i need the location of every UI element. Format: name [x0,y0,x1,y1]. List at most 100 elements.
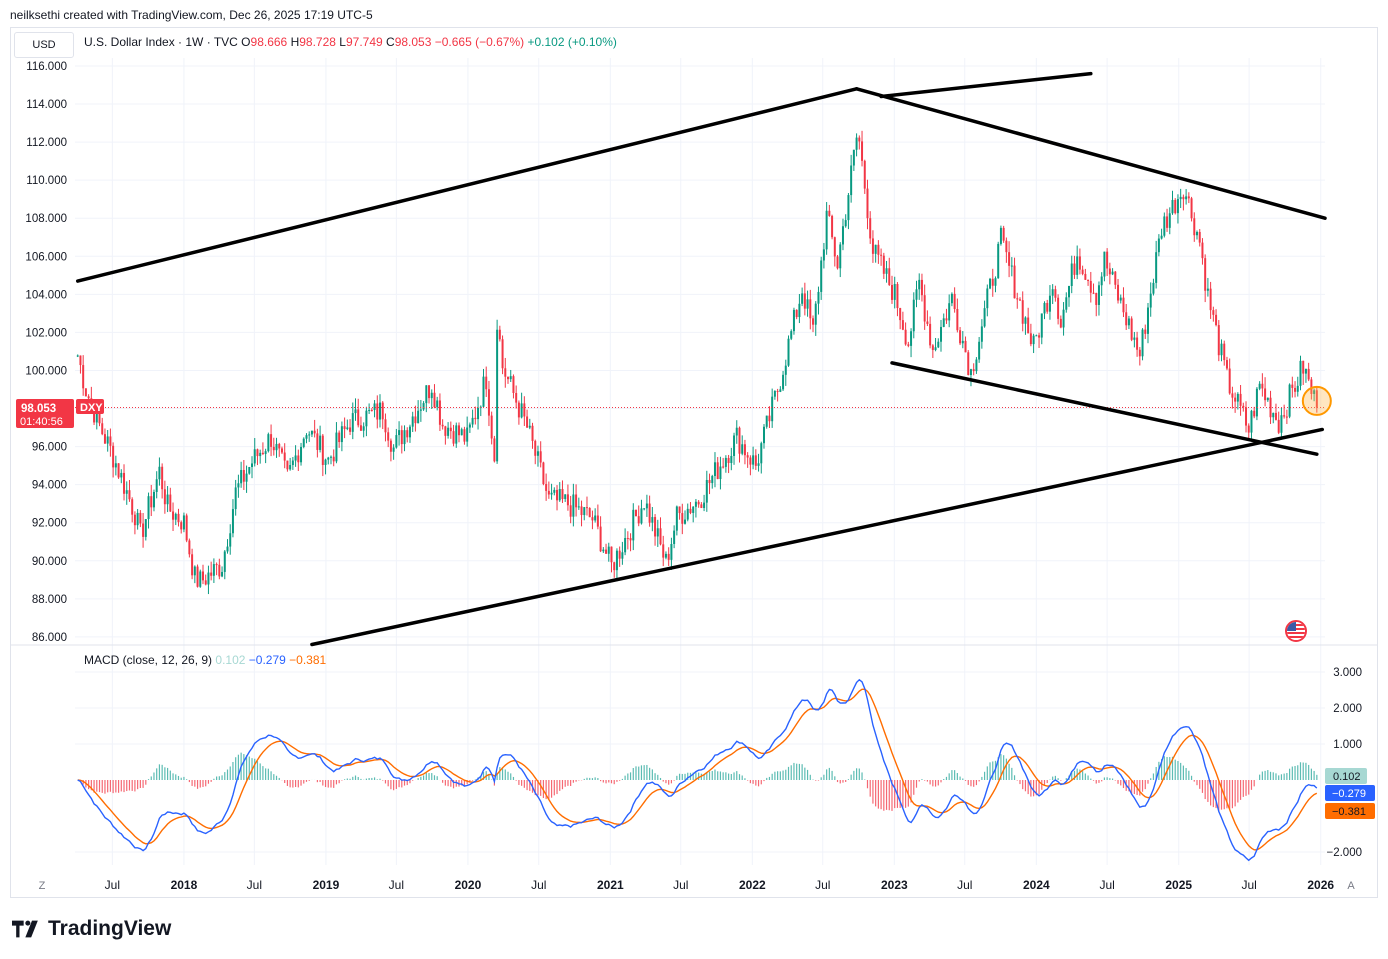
candle-body [858,137,861,142]
candle-body [286,460,289,470]
price-tick-label: 110.000 [26,175,67,187]
macd-signal-tag: −0.381 [1332,806,1366,818]
candle-body [515,392,518,403]
candle-body [896,284,899,309]
candle-body [877,244,880,255]
candle-body [359,425,362,431]
candle-body [648,503,651,523]
candle-body [689,508,692,513]
candle-body [419,409,422,411]
candle-body [980,326,983,342]
candle-body [561,489,564,500]
last-price-value: 98.053 [21,403,56,415]
candle-body [536,451,539,456]
candle-body [1225,360,1228,369]
candle-body [313,430,316,434]
candle-body [999,227,1002,244]
candle-body [414,416,417,424]
candle-body [1250,410,1253,433]
candle-body [1179,196,1182,200]
candle-body [384,419,387,433]
candle-body [760,443,763,464]
candle-body [526,416,529,428]
candle-body [400,430,403,445]
candle-body [112,445,115,468]
candle-body [667,553,670,560]
candle-body [542,462,545,485]
candle-body [172,511,175,520]
candle-body [640,508,643,524]
candle-body [300,446,303,463]
candle-body [98,408,101,424]
candle-body [1171,199,1174,214]
candle-body [686,508,689,520]
time-tick-label: 2023 [881,878,908,892]
candle-body [1136,337,1139,350]
candle-body [158,466,161,480]
candle-body [136,512,139,526]
candle-body [1304,368,1307,374]
candle-body [212,564,215,576]
time-tick-label: Jul [247,878,262,892]
candle-body [850,165,853,196]
candle-body [460,429,463,436]
candle-body [566,494,569,506]
candle-body [615,550,618,571]
candle-body [654,517,657,537]
macd-hist-tag: 0.102 [1333,771,1361,783]
candle-body [411,416,414,427]
candle-body [87,396,90,399]
zoom-button[interactable]: Z [38,880,46,892]
candle-body [833,237,836,257]
auto-scale-button[interactable]: A [1347,880,1355,892]
candle-body [471,417,474,425]
candle-body [1253,410,1256,417]
candle-body [901,320,904,330]
candle-body [1043,302,1046,314]
grid-lines [75,58,1325,865]
candle-body [929,323,932,346]
candle-body [349,427,352,432]
candle-body [1234,397,1237,402]
candle-body [381,402,384,420]
candle-body [1296,385,1299,392]
candle-body [452,431,455,444]
candle-body [828,210,831,216]
candle-body [885,268,888,274]
price-tick-label: 114.000 [26,99,67,111]
candle-body [449,427,452,432]
candle-body [605,549,608,554]
candle-body [1168,213,1171,228]
candle-body [468,424,471,428]
candle-body [444,426,447,436]
candle-body [972,369,975,372]
candle-body [1100,276,1103,286]
candle-body [659,528,662,545]
candle-body [106,436,109,444]
candle-body [1220,343,1223,356]
high-value: 98.728 [299,35,336,49]
candle-body [436,400,439,408]
candle-body [193,566,196,576]
candle-body [920,279,923,296]
candle-body [1198,231,1201,243]
time-tick-label: 2022 [739,878,766,892]
candle-body [1302,360,1305,374]
candle-body [1108,268,1111,275]
candle-body [1092,292,1095,294]
candle-body [504,368,507,377]
candle-body [801,293,804,304]
candle-body [569,505,572,517]
price-tick-label: 100.000 [25,365,67,377]
candle-body [1081,269,1084,274]
time-tick-label: 2019 [313,878,340,892]
candle-body [1176,199,1179,214]
currency-button[interactable]: USD [14,32,74,58]
candle-body [602,549,605,552]
candle-body [275,443,278,451]
us-flag-icon[interactable] [1285,620,1307,642]
candle-body [629,538,632,541]
candle-body [1117,284,1120,301]
candle-body [708,479,711,484]
